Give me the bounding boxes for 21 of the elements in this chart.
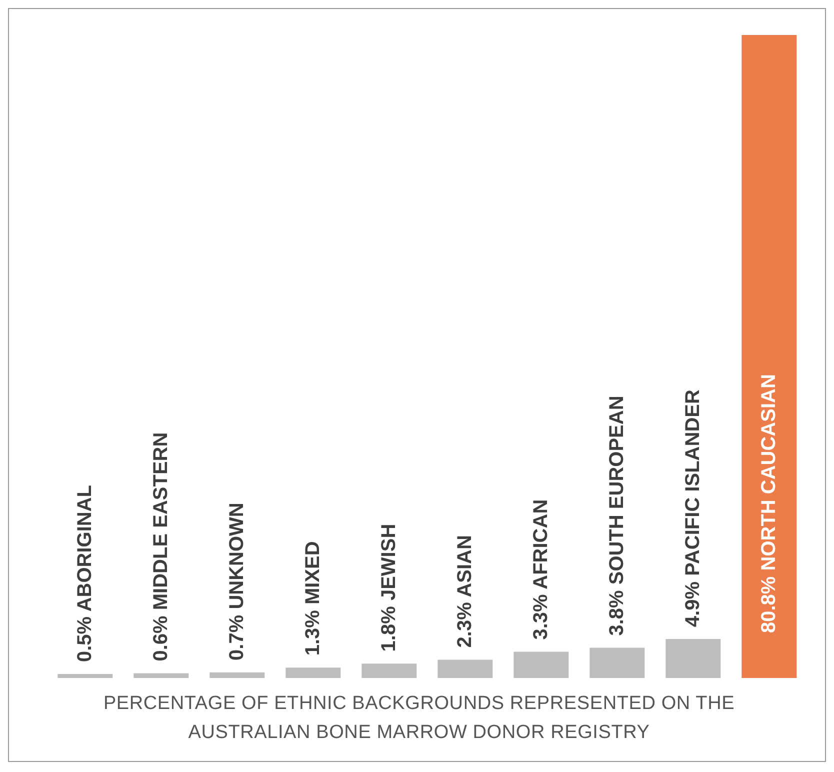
data-label: 0.6% MIDDLE EASTERN [150, 432, 172, 662]
bar [210, 672, 265, 678]
bar [590, 648, 645, 678]
bar [438, 660, 493, 678]
data-label: 3.8% SOUTH EUROPEAN [606, 396, 628, 636]
data-label: 0.5% ABORIGINAL [74, 484, 96, 662]
data-label: 1.3% MIXED [302, 541, 324, 656]
data-label: 3.3% AFRICAN [530, 499, 552, 640]
bar [134, 673, 189, 678]
bar [666, 639, 721, 678]
bar [514, 652, 569, 678]
data-label: 1.8% JEWISH [378, 524, 400, 652]
bar [362, 664, 417, 678]
bar [58, 674, 113, 678]
data-label: 2.3% ASIAN [454, 535, 476, 648]
bar [286, 668, 341, 678]
data-label: 4.9% PACIFIC ISLANDER [682, 389, 704, 628]
bar [742, 35, 797, 678]
data-label: 80.8% NORTH CAUCASIAN [758, 374, 780, 633]
data-label: 0.7% UNKNOWN [226, 502, 248, 660]
x-axis-title: PERCENTAGE OF ETHNIC BACKGROUNDS REPRESENTED ON THE AUSTRALIAN BONE MARROW DONOR REGISTRY [102, 692, 736, 745]
